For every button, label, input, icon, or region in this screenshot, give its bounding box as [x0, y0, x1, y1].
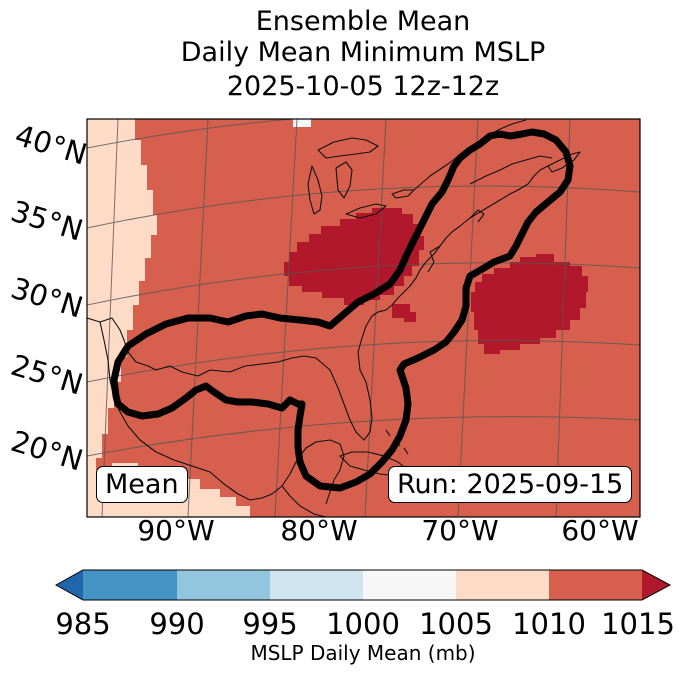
colorbar-tick-990: 990 — [149, 607, 205, 641]
field-1005-1010-west — [87, 119, 157, 517]
colorbar-tick-985: 985 — [55, 607, 111, 641]
colorbar-tick-1000: 1000 — [326, 607, 400, 641]
colorbar-bin-1000-1005 — [363, 570, 456, 600]
colorbar — [54, 569, 672, 601]
field-above-1015-atlantic — [471, 254, 588, 354]
lon-label-80w: 80°W — [280, 514, 358, 547]
colorbar-tick-1010: 1010 — [512, 607, 586, 641]
run-date-box: Run: 2025-09-15 — [388, 466, 633, 503]
lon-label-70w: 70°W — [421, 514, 499, 547]
field-1000-1005-patch — [293, 119, 311, 127]
graticule — [87, 119, 640, 517]
lon-label-60w: 60°W — [561, 514, 639, 547]
title-line-3: 2025-10-05 12z-12z — [226, 71, 500, 102]
colorbar-tick-1015: 1015 — [601, 607, 675, 641]
colorbar-tick-1005: 1005 — [419, 607, 493, 641]
mean-contour — [110, 128, 574, 492]
lon-label-90w: 90°W — [137, 514, 215, 547]
map-frame — [86, 118, 641, 518]
colorbar-outline — [54, 569, 672, 601]
colorbar-under-arrow — [56, 570, 83, 600]
mean-label-box: Mean — [96, 466, 188, 503]
field-above-1015-virginia — [392, 304, 416, 322]
colorbar-bin-995-1000 — [270, 570, 363, 600]
colorbar-over-arrow — [642, 570, 670, 600]
colorbar-label: MSLP Daily Mean (mb) — [250, 641, 476, 665]
colorbar-bin-990-995 — [177, 570, 270, 600]
colorbar-bin-985-990 — [83, 570, 177, 600]
colorbar-bin-1010-1015 — [549, 570, 642, 600]
title-line-2: Daily Mean Minimum MSLP — [180, 37, 546, 68]
colorbar-tick-995: 995 — [242, 607, 298, 641]
title-line-1: Ensemble Mean — [255, 6, 471, 37]
colorbar-bin-1005-1010 — [456, 570, 549, 600]
